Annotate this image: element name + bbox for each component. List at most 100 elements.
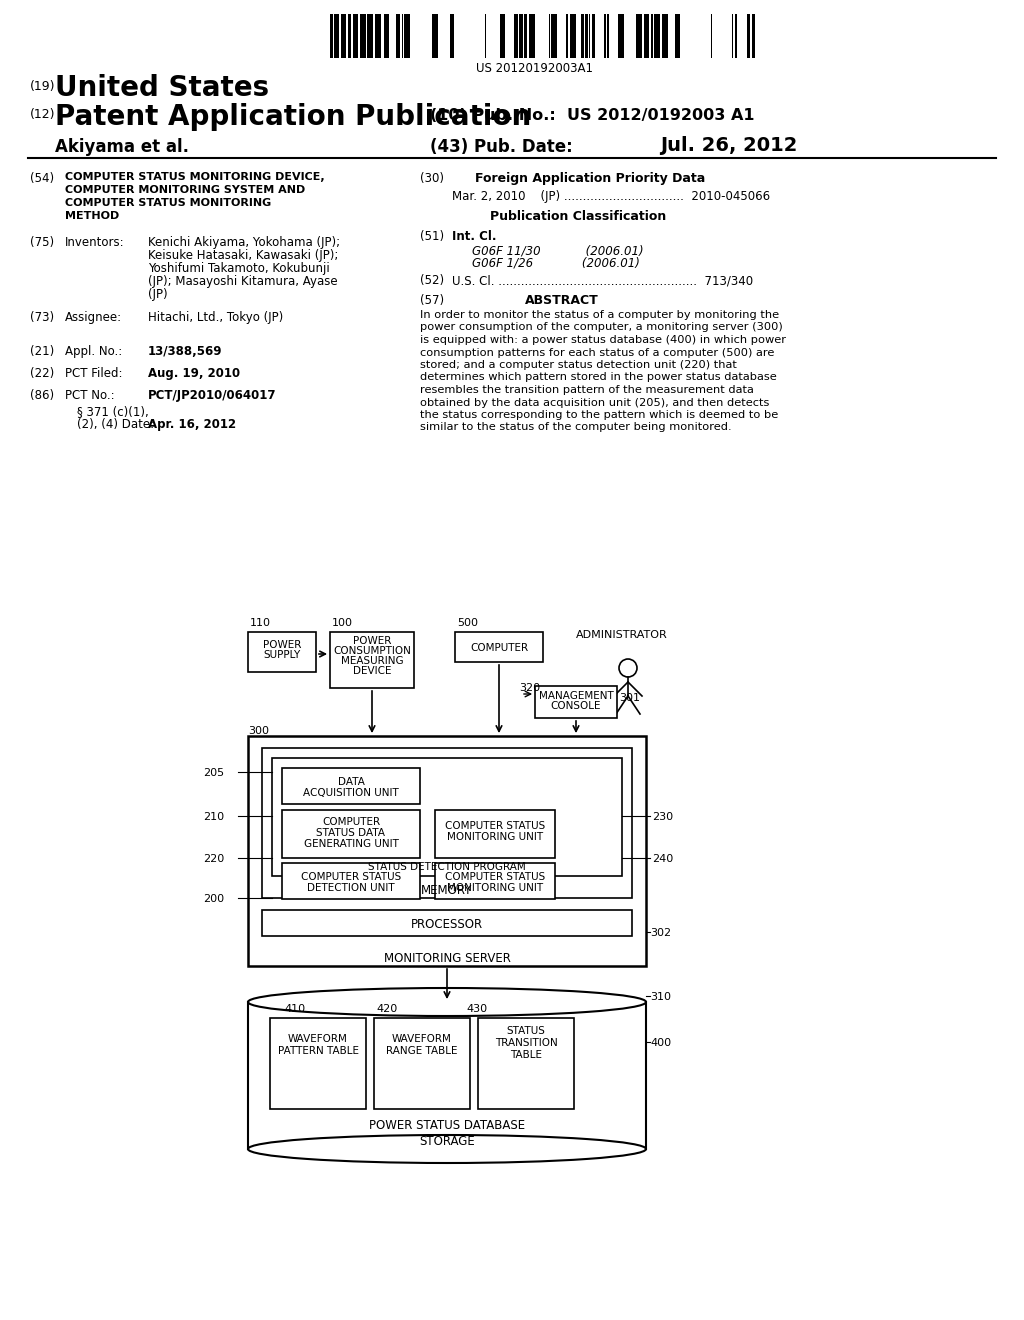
Bar	[330, 15, 333, 58]
Bar	[367, 15, 373, 58]
Text: 320: 320	[519, 682, 540, 693]
Text: Inventors:: Inventors:	[65, 236, 125, 249]
Bar	[455, 632, 543, 663]
Text: (43) Pub. Date:: (43) Pub. Date:	[430, 139, 572, 156]
Bar	[282, 768, 420, 804]
Text: DETECTION UNIT: DETECTION UNIT	[307, 883, 395, 894]
Text: Publication Classification: Publication Classification	[490, 210, 667, 223]
Bar	[651, 15, 653, 58]
Text: 302: 302	[650, 928, 671, 939]
Text: SUPPLY: SUPPLY	[263, 649, 301, 660]
Text: POWER: POWER	[263, 640, 301, 649]
Text: (2), (4) Date:: (2), (4) Date:	[77, 418, 155, 432]
Text: Assignee:: Assignee:	[65, 312, 122, 323]
Text: MEASURING: MEASURING	[341, 656, 403, 667]
Text: Appl. No.:: Appl. No.:	[65, 345, 122, 358]
Text: COMPUTER STATUS MONITORING DEVICE,: COMPUTER STATUS MONITORING DEVICE,	[65, 172, 325, 182]
Text: US 20120192003A1: US 20120192003A1	[476, 62, 594, 75]
Text: consumption patterns for each status of a computer (500) are: consumption patterns for each status of …	[420, 347, 774, 358]
Text: determines which pattern stored in the power status database: determines which pattern stored in the p…	[420, 372, 777, 383]
Text: MANAGEMENT: MANAGEMENT	[539, 690, 613, 701]
Text: United States: United States	[55, 74, 269, 102]
Text: 210: 210	[203, 812, 224, 822]
Text: stored; and a computer status detection unit (220) that: stored; and a computer status detection …	[420, 360, 737, 370]
Text: 205: 205	[203, 768, 224, 777]
Text: (73): (73)	[30, 312, 54, 323]
Text: ADMINISTRATOR: ADMINISTRATOR	[575, 630, 668, 640]
Bar	[404, 15, 410, 58]
Text: 500: 500	[457, 618, 478, 628]
Bar	[341, 15, 346, 58]
Ellipse shape	[248, 1135, 646, 1163]
Bar	[604, 15, 606, 58]
Text: § 371 (c)(1),: § 371 (c)(1),	[77, 405, 148, 418]
Text: similar to the status of the computer being monitored.: similar to the status of the computer be…	[420, 422, 731, 433]
Text: U.S. Cl. .....................................................  713/340: U.S. Cl. ...............................…	[452, 275, 753, 286]
Bar	[360, 15, 366, 58]
Text: MONITORING SERVER: MONITORING SERVER	[384, 952, 510, 965]
Bar	[384, 15, 389, 58]
Text: STORAGE: STORAGE	[419, 1135, 475, 1148]
Text: 310: 310	[650, 993, 671, 1002]
Text: resembles the transition pattern of the measurement data: resembles the transition pattern of the …	[420, 385, 754, 395]
Text: Apr. 16, 2012: Apr. 16, 2012	[148, 418, 237, 432]
Text: (19): (19)	[30, 81, 55, 92]
Bar	[282, 810, 420, 858]
Bar	[607, 15, 609, 58]
Bar	[551, 15, 557, 58]
Text: POWER: POWER	[353, 636, 391, 645]
Text: WAVEFORM: WAVEFORM	[392, 1034, 452, 1044]
Text: In order to monitor the status of a computer by monitoring the: In order to monitor the status of a comp…	[420, 310, 779, 319]
Bar	[330, 632, 414, 688]
Text: (75): (75)	[30, 236, 54, 249]
Text: 240: 240	[652, 854, 673, 865]
Bar	[478, 1018, 574, 1109]
Text: COMPUTER MONITORING SYSTEM AND: COMPUTER MONITORING SYSTEM AND	[65, 185, 305, 195]
Text: 430: 430	[466, 1005, 487, 1014]
Bar	[282, 863, 420, 899]
Bar	[566, 15, 568, 58]
Bar	[618, 15, 624, 58]
Bar	[348, 15, 351, 58]
Text: (57): (57)	[420, 294, 444, 308]
Bar	[529, 15, 535, 58]
Text: METHOD: METHOD	[65, 211, 119, 220]
Text: ACQUISITION UNIT: ACQUISITION UNIT	[303, 788, 399, 799]
Text: the status corresponding to the pattern which is deemed to be: the status corresponding to the pattern …	[420, 411, 778, 420]
Bar	[435, 810, 555, 858]
Text: 220: 220	[203, 854, 224, 865]
Text: DATA: DATA	[338, 777, 365, 787]
Text: Jul. 26, 2012: Jul. 26, 2012	[660, 136, 798, 154]
Text: (12): (12)	[30, 108, 55, 121]
Text: power consumption of the computer, a monitoring server (300): power consumption of the computer, a mon…	[420, 322, 782, 333]
Text: CONSOLE: CONSOLE	[551, 701, 601, 711]
Text: (30): (30)	[420, 172, 444, 185]
Ellipse shape	[248, 987, 646, 1016]
Text: (86): (86)	[30, 389, 54, 403]
Text: 420: 420	[376, 1005, 397, 1014]
Bar	[262, 748, 632, 898]
Text: (54): (54)	[30, 172, 54, 185]
Text: (10) Pub. No.:  US 2012/0192003 A1: (10) Pub. No.: US 2012/0192003 A1	[430, 108, 755, 123]
Text: Int. Cl.: Int. Cl.	[452, 230, 497, 243]
Bar	[248, 632, 316, 672]
Text: G06F 1/26             (2006.01): G06F 1/26 (2006.01)	[472, 257, 640, 271]
Text: COMPUTER STATUS MONITORING: COMPUTER STATUS MONITORING	[65, 198, 271, 209]
Bar	[375, 15, 381, 58]
Text: (JP); Masayoshi Kitamura, Ayase: (JP); Masayoshi Kitamura, Ayase	[148, 275, 338, 288]
Text: GENERATING UNIT: GENERATING UNIT	[303, 840, 398, 849]
Text: STATUS DATA: STATUS DATA	[316, 828, 385, 838]
Text: (22): (22)	[30, 367, 54, 380]
Text: G06F 11/30            (2006.01): G06F 11/30 (2006.01)	[472, 244, 644, 257]
Text: 13/388,569: 13/388,569	[148, 345, 222, 358]
Text: PCT/JP2010/064017: PCT/JP2010/064017	[148, 389, 276, 403]
Bar	[435, 863, 555, 899]
Text: 410: 410	[284, 1005, 305, 1014]
Bar	[432, 15, 438, 58]
Text: MEMORY: MEMORY	[421, 884, 473, 898]
Bar	[752, 15, 755, 58]
Bar	[662, 15, 668, 58]
Text: Akiyama et al.: Akiyama et al.	[55, 139, 189, 156]
Text: POWER STATUS DATABASE: POWER STATUS DATABASE	[369, 1119, 525, 1133]
Bar	[450, 15, 454, 58]
